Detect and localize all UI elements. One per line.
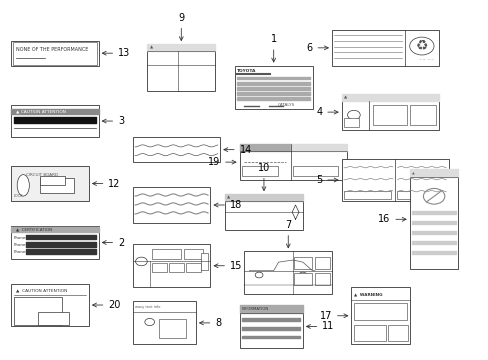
FancyBboxPatch shape	[11, 105, 99, 137]
FancyBboxPatch shape	[239, 144, 346, 180]
Text: ▲ CAUTION ATTENTION: ▲ CAUTION ATTENTION	[16, 109, 66, 113]
Text: ♻: ♻	[415, 39, 427, 53]
FancyBboxPatch shape	[244, 251, 331, 294]
FancyBboxPatch shape	[234, 66, 312, 109]
Text: 16: 16	[377, 214, 405, 224]
Text: 4: 4	[316, 107, 337, 117]
Text: 8: 8	[199, 318, 221, 328]
FancyBboxPatch shape	[40, 178, 74, 193]
FancyBboxPatch shape	[13, 42, 97, 64]
FancyBboxPatch shape	[132, 187, 210, 223]
FancyBboxPatch shape	[224, 194, 302, 230]
FancyBboxPatch shape	[341, 158, 448, 202]
Text: INFORMATION: INFORMATION	[242, 307, 269, 311]
Circle shape	[144, 319, 154, 325]
FancyBboxPatch shape	[186, 263, 201, 272]
Circle shape	[255, 272, 263, 278]
FancyBboxPatch shape	[132, 301, 196, 344]
Text: 2: 2	[102, 238, 124, 248]
FancyBboxPatch shape	[132, 137, 220, 162]
Text: 1: 1	[270, 34, 276, 62]
FancyBboxPatch shape	[152, 249, 181, 259]
Circle shape	[423, 188, 444, 204]
FancyBboxPatch shape	[239, 305, 302, 348]
FancyBboxPatch shape	[344, 118, 358, 127]
Circle shape	[347, 111, 360, 120]
Text: 7: 7	[285, 220, 291, 248]
Text: 19: 19	[207, 157, 235, 167]
Text: Phone:: Phone:	[14, 250, 27, 254]
Text: TOYOTA: TOYOTA	[237, 69, 256, 73]
FancyBboxPatch shape	[409, 105, 435, 125]
Text: 6: 6	[306, 43, 327, 53]
Text: ▲: ▲	[411, 171, 414, 175]
Text: 14: 14	[224, 145, 251, 155]
Circle shape	[135, 257, 147, 266]
Circle shape	[298, 272, 306, 278]
Text: ▲  CAUTION ATTENTION: ▲ CAUTION ATTENTION	[16, 288, 67, 292]
Text: wavy text info: wavy text info	[135, 305, 160, 309]
Text: ▲  CERTIFICATION: ▲ CERTIFICATION	[16, 228, 52, 231]
FancyBboxPatch shape	[314, 257, 329, 269]
FancyBboxPatch shape	[11, 166, 89, 202]
Text: NONE OF THE PERFORMANCE: NONE OF THE PERFORMANCE	[16, 47, 88, 52]
FancyBboxPatch shape	[11, 41, 99, 66]
Text: LOCK: LOCK	[14, 194, 23, 198]
Text: 5: 5	[315, 175, 337, 185]
Text: 15: 15	[214, 261, 242, 271]
Text: 13: 13	[102, 48, 130, 58]
FancyBboxPatch shape	[294, 257, 311, 269]
Text: ▲  WARNING: ▲ WARNING	[353, 292, 382, 296]
Ellipse shape	[17, 175, 29, 196]
FancyBboxPatch shape	[40, 176, 64, 185]
FancyBboxPatch shape	[14, 297, 62, 325]
Text: 12: 12	[92, 179, 121, 189]
FancyBboxPatch shape	[331, 30, 438, 66]
FancyBboxPatch shape	[294, 273, 311, 285]
FancyBboxPatch shape	[293, 166, 337, 176]
FancyBboxPatch shape	[159, 319, 186, 338]
FancyBboxPatch shape	[152, 263, 166, 272]
FancyBboxPatch shape	[387, 325, 407, 341]
FancyBboxPatch shape	[372, 105, 406, 125]
FancyBboxPatch shape	[183, 249, 203, 259]
FancyBboxPatch shape	[11, 226, 99, 258]
FancyBboxPatch shape	[169, 263, 183, 272]
FancyBboxPatch shape	[353, 325, 385, 341]
Text: Phone:: Phone:	[14, 243, 27, 247]
FancyBboxPatch shape	[38, 312, 69, 325]
FancyBboxPatch shape	[353, 303, 407, 320]
Text: 11: 11	[306, 321, 334, 332]
FancyBboxPatch shape	[147, 44, 215, 91]
Text: CIRCUIT BOARD: CIRCUIT BOARD	[26, 173, 58, 177]
Text: 17: 17	[319, 311, 347, 321]
Text: 9: 9	[178, 13, 184, 41]
FancyBboxPatch shape	[344, 191, 390, 199]
Text: 3: 3	[102, 116, 124, 126]
Text: CATALYS: CATALYS	[277, 103, 294, 107]
FancyBboxPatch shape	[409, 169, 458, 269]
FancyBboxPatch shape	[397, 191, 444, 199]
Text: 10: 10	[257, 163, 269, 190]
Text: 18: 18	[214, 200, 242, 210]
FancyBboxPatch shape	[132, 244, 210, 287]
FancyBboxPatch shape	[351, 287, 409, 344]
Circle shape	[409, 37, 433, 55]
Text: ▲: ▲	[149, 46, 152, 50]
FancyBboxPatch shape	[201, 253, 207, 270]
Text: ▲: ▲	[227, 195, 230, 199]
FancyBboxPatch shape	[314, 273, 329, 285]
FancyBboxPatch shape	[11, 284, 89, 327]
Text: ▲: ▲	[344, 95, 346, 99]
FancyBboxPatch shape	[242, 166, 278, 176]
FancyBboxPatch shape	[341, 94, 438, 130]
Text: Phone:: Phone:	[14, 236, 27, 240]
Text: 20: 20	[92, 300, 121, 310]
Text: ~~ ~~: ~~ ~~	[419, 58, 434, 62]
